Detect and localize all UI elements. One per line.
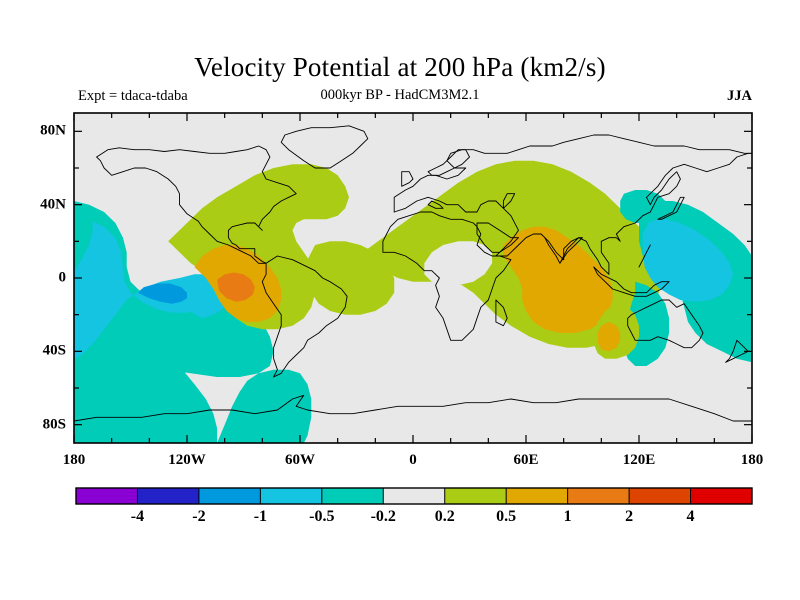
colorbar-tick-8: 2 <box>625 508 634 525</box>
contour-fill-layer <box>74 113 752 443</box>
colorbar-tick-2: -1 <box>253 508 268 525</box>
coastline-segment-4 <box>393 152 752 275</box>
subtitle-label: 000kyr BP - HadCM3M2.1 <box>320 87 480 103</box>
coastline-segment-11 <box>638 244 651 268</box>
east-pacific-negative-outer <box>74 201 274 377</box>
coastline-segment-15 <box>495 299 508 327</box>
season-label: JJA <box>727 88 752 104</box>
x-axis-label-180-0: 180 <box>62 452 86 468</box>
coastline-layer <box>74 125 752 422</box>
coastline-segment-8 <box>544 237 583 264</box>
coastline-segment-14 <box>74 394 752 422</box>
colorbar-tick-6: 0.5 <box>496 508 517 525</box>
dateline-teal-wrap <box>74 204 93 271</box>
east-pacific-negative-core <box>138 283 187 304</box>
east-pacific-negative-mid <box>74 215 218 359</box>
coastline-segment-13 <box>725 339 749 363</box>
x-axis-label-120W-1: 120W <box>168 452 206 468</box>
colorbar-tick-9: 4 <box>686 508 695 525</box>
australia-positive-mid <box>597 322 621 352</box>
coastline-segment-10 <box>593 266 670 297</box>
coastline-segment-12 <box>627 299 704 349</box>
coastline-segment-18 <box>427 200 444 209</box>
africa-asia-neutral-hole <box>424 241 493 286</box>
coastline-segment-1 <box>280 125 369 169</box>
axis-frame-layer <box>73 112 753 444</box>
x-axis-label-60E-4: 60E <box>513 452 539 468</box>
colorbar-tick-5: 0.2 <box>434 508 455 525</box>
coastline-segment-9 <box>657 196 685 220</box>
coastline-segment-2 <box>261 255 348 378</box>
west-pacific-negative-core <box>642 219 734 302</box>
colorbar-tick-4: -0.2 <box>370 508 396 525</box>
x-axis-label-0-3: 0 <box>409 452 417 468</box>
coastline-segment-17 <box>502 193 516 209</box>
experiment-label: Expt = tdaca-tdaba <box>78 88 188 104</box>
x-axis-label-60W-2: 60W <box>285 452 315 468</box>
page-title: Velocity Potential at 200 hPa (km2/s) <box>194 52 606 82</box>
coastline-segment-3 <box>382 211 512 341</box>
y-axis-label-40S: 40S <box>42 342 66 359</box>
x-axis-label-120E-5: 120E <box>622 452 656 468</box>
colorbar-tick-3: -0.5 <box>309 508 335 525</box>
east-asia-teal <box>620 190 666 223</box>
y-axis-label-40N: 40N <box>40 196 66 213</box>
coastline-segment-7 <box>401 171 414 187</box>
coastline-segment-6 <box>427 149 470 176</box>
coastline-segment-0 <box>96 145 297 264</box>
colorbar-tick-7: 1 <box>563 508 572 525</box>
colorbar-tick-1: -2 <box>192 508 206 525</box>
north-america-atlantic-positive <box>168 164 349 330</box>
y-axis-label-0: 0 <box>58 269 67 286</box>
x-axis-label-180-6: 180 <box>740 452 764 468</box>
southern-ocean-negative-east <box>217 369 312 443</box>
coastline-segment-16 <box>476 222 519 253</box>
y-axis-label-80S: 80S <box>42 416 66 433</box>
asian-monsoon-positive-mid <box>503 226 613 333</box>
central-america-positive-core <box>217 272 255 302</box>
colorbar-tick-0: -4 <box>130 508 145 525</box>
y-axis-label-80N: 80N <box>40 122 66 139</box>
